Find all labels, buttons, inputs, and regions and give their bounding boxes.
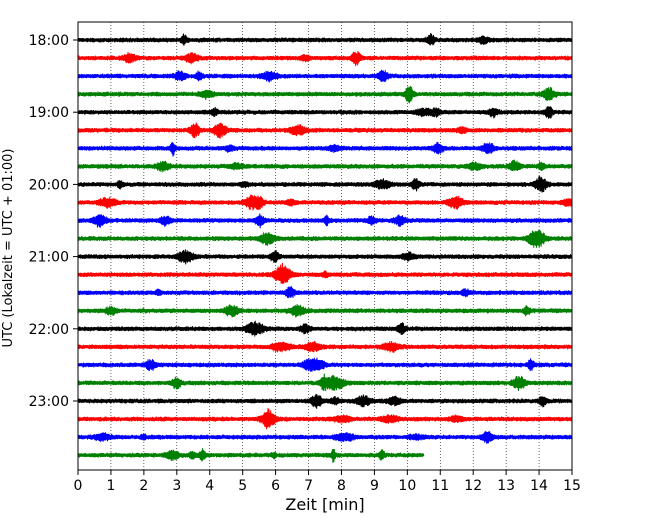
seismogram-trace — [77, 33, 573, 46]
seismogram-trace — [77, 357, 573, 372]
y-tick-label: 18:00 — [29, 33, 69, 49]
seismogram-trace — [77, 175, 573, 193]
seismogram-trace — [77, 304, 573, 318]
plot-frame — [77, 21, 573, 471]
x-tick-label: 14 — [530, 478, 548, 494]
seismogram-trace — [77, 141, 573, 157]
x-tick-label: 0 — [74, 478, 83, 494]
x-tick-label: 2 — [139, 478, 148, 494]
y-tick-label: 23:00 — [29, 394, 69, 410]
seismogram-trace — [77, 320, 573, 337]
y-tick-label: 20:00 — [29, 177, 69, 193]
seismogram-trace — [77, 448, 425, 463]
x-tick-label: 15 — [563, 478, 581, 494]
seismogram-trace — [77, 50, 573, 67]
y-tick-label: 19:00 — [29, 105, 69, 121]
seismogram-trace — [77, 194, 573, 211]
x-axis-title: Zeit [min] — [285, 495, 364, 514]
seismogram-trace — [77, 262, 573, 285]
x-tick-label: 5 — [238, 478, 247, 494]
x-tick-label: 12 — [464, 478, 482, 494]
x-tick-label: 7 — [304, 478, 313, 494]
y-tick-label: 22:00 — [29, 322, 69, 338]
seismogram-trace — [77, 373, 573, 392]
y-axis-title: UTC (Lokalzeit = UTC + 01:00) — [1, 149, 16, 348]
x-tick-label: 4 — [205, 478, 214, 494]
seismogram-trace — [77, 286, 573, 299]
seismogram-trace — [77, 122, 573, 139]
x-tick-label: 10 — [398, 478, 416, 494]
x-tick-label: 8 — [337, 478, 346, 494]
seismogram-trace — [77, 213, 573, 229]
trace-layer — [77, 33, 573, 463]
seismogram-trace — [77, 340, 573, 353]
seismogram-trace — [77, 431, 573, 444]
seismogram-trace — [77, 106, 573, 119]
axis-layer: 0 1 2 3 4 5 6 7 8 9 10 11 12 13 14 1518:0019:0020:0021:… — [29, 33, 581, 494]
seismogram-trace — [77, 393, 573, 409]
seismogram-trace — [77, 229, 573, 248]
seismogram-trace — [77, 69, 573, 83]
seismogram-trace — [77, 159, 573, 173]
x-tick-label: 9 — [370, 478, 379, 494]
x-tick-label: 3 — [172, 478, 181, 494]
x-tick-label: 11 — [431, 478, 449, 494]
y-tick-label: 21:00 — [29, 250, 69, 266]
seismogram-trace — [77, 407, 573, 430]
seismogram-trace — [77, 249, 573, 265]
x-tick-label: 1 — [106, 478, 115, 494]
x-tick-label: 6 — [271, 478, 280, 494]
seismogram-trace — [77, 86, 573, 104]
x-tick-label: 13 — [497, 478, 515, 494]
